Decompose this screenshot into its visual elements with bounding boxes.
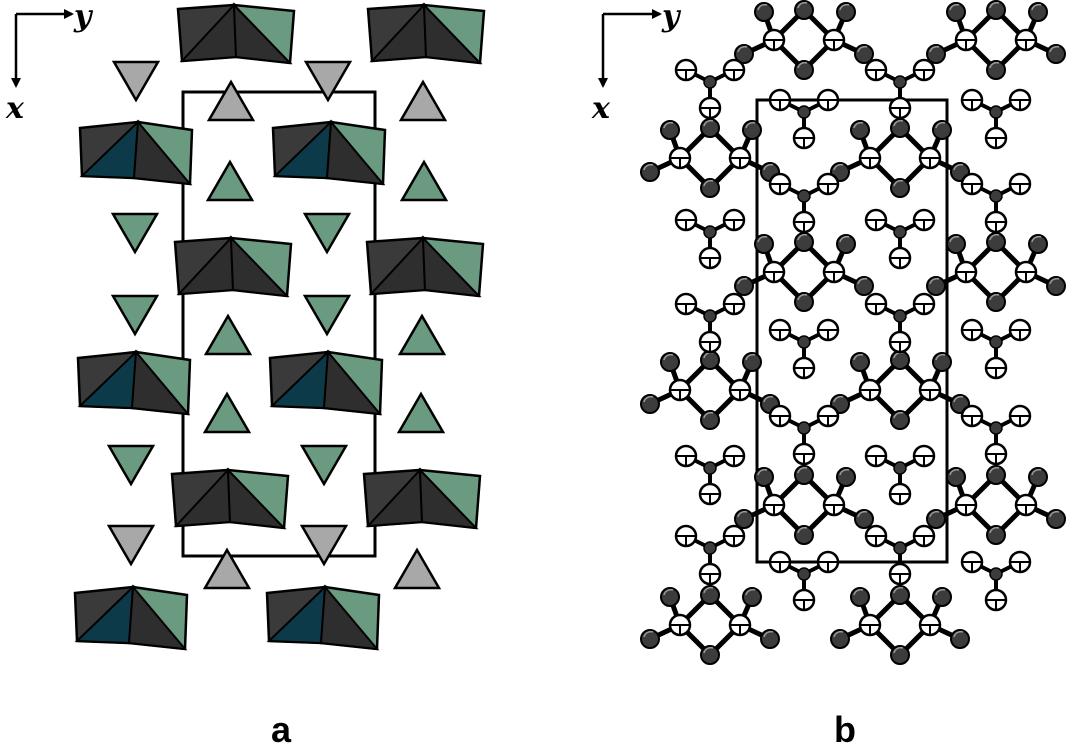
polyhedron <box>78 120 194 186</box>
anion <box>770 174 838 232</box>
anion <box>770 320 838 378</box>
triangle <box>303 294 351 336</box>
axis-label-y-b: y <box>661 0 682 34</box>
triangle <box>397 392 445 434</box>
anion <box>676 294 744 352</box>
polyhedron <box>265 585 381 651</box>
unit-cell-box-b <box>755 98 949 564</box>
triangle <box>300 444 348 486</box>
axis-label-x-b: x <box>591 91 611 126</box>
triangle <box>111 212 159 254</box>
panel-a: y x <box>5 0 486 750</box>
axis-indicator-a: y x <box>5 0 94 126</box>
polyhedron <box>362 468 482 530</box>
polyhedron <box>366 3 486 65</box>
anion <box>676 210 744 268</box>
anion <box>676 60 744 118</box>
polyhedron <box>170 468 290 530</box>
anion <box>962 406 1030 464</box>
triangle <box>300 524 348 566</box>
polyhedron <box>76 350 192 416</box>
anion <box>866 526 934 584</box>
unit-cell-box-a <box>181 90 377 558</box>
triangle <box>107 444 155 486</box>
triangle <box>203 392 251 434</box>
triangle <box>107 524 155 566</box>
panel-label-b: b <box>834 709 856 750</box>
polyhedron <box>173 236 293 298</box>
anion <box>866 210 934 268</box>
polyhedron <box>271 120 387 186</box>
anion <box>866 294 934 352</box>
anion <box>962 320 1030 378</box>
triangle <box>304 60 352 102</box>
polyhedron <box>73 585 189 651</box>
anion <box>962 90 1030 148</box>
panel-label-a: a <box>271 709 292 750</box>
triangle <box>303 212 351 254</box>
anion <box>676 526 744 584</box>
triangle <box>398 314 446 356</box>
anion <box>770 406 838 464</box>
molecule <box>831 586 969 664</box>
panel-b: y x <box>591 0 1065 750</box>
anion <box>866 446 934 504</box>
molecule <box>641 586 779 664</box>
triangle <box>399 80 447 122</box>
axis-label-x-a: x <box>5 91 25 126</box>
triangle <box>207 80 255 122</box>
polyhedron <box>268 350 384 416</box>
polyhedron <box>176 3 296 65</box>
molecule <box>927 1 1065 79</box>
triangle <box>393 548 441 590</box>
anion <box>866 60 934 118</box>
triangle <box>111 294 159 336</box>
axis-label-y-a: y <box>73 0 94 34</box>
molecule <box>735 1 873 79</box>
anion <box>676 446 744 504</box>
anion <box>962 174 1030 232</box>
axis-indicator-b: y x <box>591 0 682 126</box>
triangle <box>400 160 448 202</box>
polyhedron <box>365 236 485 298</box>
triangle <box>206 160 254 202</box>
anion <box>962 552 1030 610</box>
triangle <box>204 314 252 356</box>
trigonal-anions <box>676 60 1030 610</box>
triangle <box>112 60 160 102</box>
